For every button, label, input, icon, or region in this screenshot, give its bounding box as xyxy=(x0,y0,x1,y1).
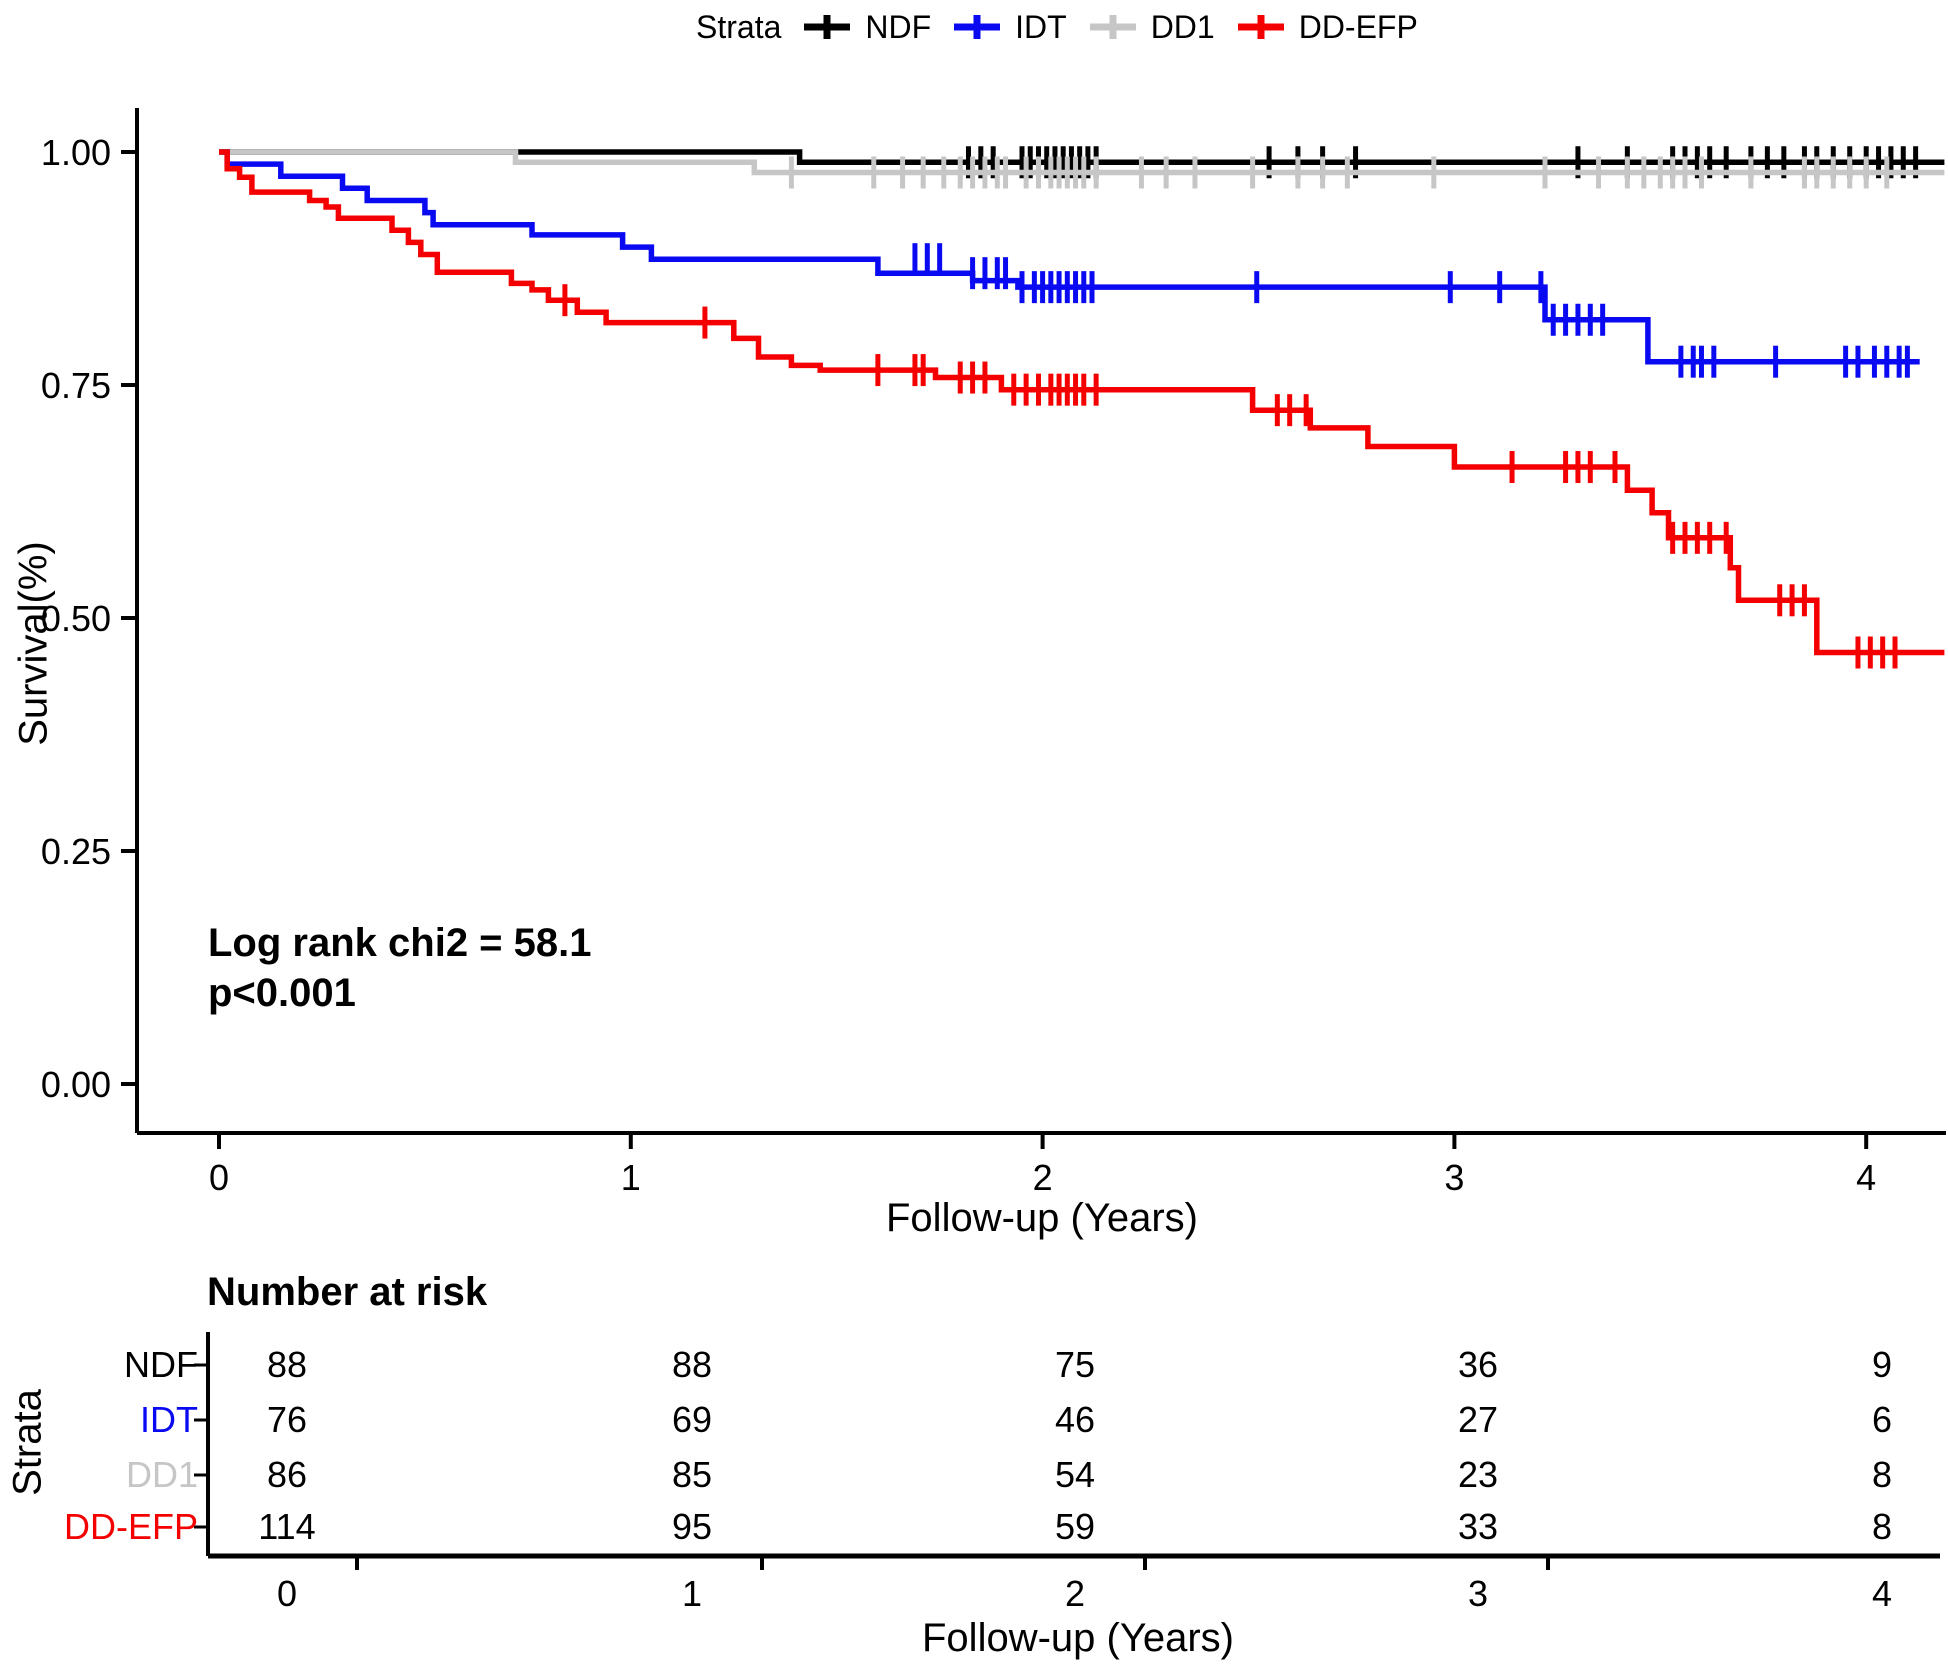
risk-tick-label: 1 xyxy=(681,1573,703,1614)
risk-value: 75 xyxy=(1054,1344,1096,1385)
risk-tick-label: 4 xyxy=(1871,1573,1893,1614)
legend-item-idt: IDT xyxy=(951,4,1067,50)
censor-plus-icon xyxy=(804,15,851,39)
legend: Strata NDF IDT DD1 DD-EFP xyxy=(696,4,1418,50)
risk-row-label: DD1 xyxy=(125,1454,198,1495)
risk-value: 36 xyxy=(1457,1344,1499,1385)
risk-value: 8 xyxy=(1871,1454,1893,1495)
risk-value: 95 xyxy=(671,1506,713,1547)
censor-plus-icon xyxy=(954,15,1001,39)
legend-title: Strata xyxy=(696,9,782,45)
risk-axis-ticks: 0 1 2 3 4 xyxy=(0,1572,1948,1616)
censor-plus-icon xyxy=(1237,15,1284,39)
risk-value: 76 xyxy=(266,1399,308,1440)
risk-x-axis-label: Follow-up (Years) xyxy=(922,1616,1234,1660)
risk-row-ddefp: DD-EFP 114 95 59 33 8 xyxy=(0,1505,1948,1549)
risk-value: 69 xyxy=(671,1399,713,1440)
risk-value: 88 xyxy=(266,1344,308,1385)
logrank-annotation: Log rank chi2 = 58.1 p<0.001 xyxy=(208,918,592,1018)
risk-value: 6 xyxy=(1871,1399,1893,1440)
legend-item-ndf: NDF xyxy=(801,4,931,50)
risk-value: 33 xyxy=(1457,1506,1499,1547)
risk-value: 23 xyxy=(1457,1454,1499,1495)
series-DD-EFP xyxy=(219,149,1945,656)
series-DD1 xyxy=(219,149,1945,176)
risk-row-label: DD-EFP xyxy=(64,1506,198,1547)
risk-row-label: NDF xyxy=(124,1344,198,1385)
risk-value: 85 xyxy=(671,1454,713,1495)
y-tick-label: 0.75 xyxy=(41,365,111,406)
legend-label: DD1 xyxy=(1150,9,1215,45)
risk-tick-label: 2 xyxy=(1064,1573,1086,1614)
legend-label: NDF xyxy=(865,9,932,45)
legend-item-dd1: DD1 xyxy=(1087,4,1215,50)
legend-label: DD-EFP xyxy=(1298,9,1418,45)
series-IDT xyxy=(219,149,1920,365)
risk-value: 46 xyxy=(1054,1399,1096,1440)
risk-value: 114 xyxy=(258,1506,316,1547)
y-tick-label: 0.00 xyxy=(41,1064,111,1105)
x-tick-label: 1 xyxy=(621,1157,641,1198)
x-axis-label: Follow-up (Years) xyxy=(886,1196,1198,1240)
y-tick-label: 0.50 xyxy=(41,598,111,639)
risk-tick-label: 3 xyxy=(1467,1573,1489,1614)
y-tick-label: 1.00 xyxy=(41,132,111,173)
y-tick-label: 0.25 xyxy=(41,831,111,872)
legend-item-ddefp: DD-EFP xyxy=(1235,4,1418,50)
risk-tick-label: 0 xyxy=(276,1573,298,1614)
logrank-chi2: Log rank chi2 = 58.1 xyxy=(208,921,592,965)
x-tick-label: 2 xyxy=(1033,1157,1053,1198)
risk-value: 9 xyxy=(1871,1344,1893,1385)
legend-label: IDT xyxy=(1015,9,1067,45)
logrank-pvalue: p<0.001 xyxy=(208,971,356,1015)
y-axis-label: Survival(%) xyxy=(11,541,56,746)
risk-value: 54 xyxy=(1054,1454,1096,1495)
risk-row-dd1: DD1 86 85 54 23 8 xyxy=(0,1453,1948,1497)
risk-table-title: Number at risk xyxy=(207,1270,488,1314)
x-tick-label: 3 xyxy=(1444,1157,1464,1198)
risk-value: 59 xyxy=(1054,1506,1096,1547)
risk-value: 8 xyxy=(1871,1506,1893,1547)
risk-row-label: IDT xyxy=(140,1399,198,1440)
risk-value: 86 xyxy=(266,1454,308,1495)
risk-row-ndf: NDF 88 88 75 36 9 xyxy=(0,1343,1948,1387)
x-tick-label: 0 xyxy=(209,1157,229,1198)
censor-plus-icon xyxy=(1089,15,1136,39)
risk-value: 27 xyxy=(1457,1399,1499,1440)
risk-row-idt: IDT 76 69 46 27 6 xyxy=(0,1398,1948,1442)
x-tick-label: 4 xyxy=(1856,1157,1876,1198)
risk-value: 88 xyxy=(671,1344,713,1385)
